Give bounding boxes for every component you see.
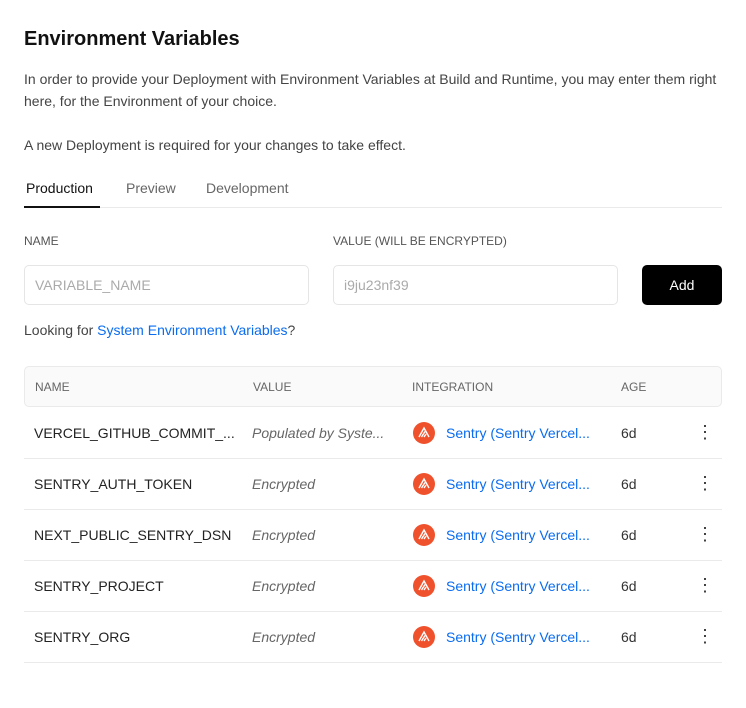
name-label: NAME [24,234,59,248]
sentry-icon [413,626,435,648]
active-tab-indicator [24,206,100,208]
more-options-icon[interactable]: ⋮ [696,473,714,493]
more-options-icon[interactable]: ⋮ [696,626,714,646]
table-row: SENTRY_AUTH_TOKEN Encrypted Sentry (Sent… [24,459,722,510]
var-age: 6d [621,527,637,543]
notice: A new Deployment is required for your ch… [24,137,406,153]
system-env-vars-link[interactable]: System Environment Variables [97,322,288,338]
integration-link[interactable]: Sentry (Sentry Vercel... [446,629,590,645]
value-input[interactable] [333,265,618,305]
tab-preview[interactable]: Preview [126,180,176,196]
var-name: NEXT_PUBLIC_SENTRY_DSN [34,527,232,543]
more-options-icon[interactable]: ⋮ [696,524,714,544]
var-name: SENTRY_AUTH_TOKEN [34,476,193,492]
more-options-icon[interactable]: ⋮ [696,422,714,442]
name-input[interactable] [24,265,309,305]
header-value: VALUE [253,380,292,394]
page-title: Environment Variables [24,28,240,50]
table-header: NAME VALUE INTEGRATION AGE [24,366,722,407]
var-value: Encrypted [252,629,316,645]
var-name: VERCEL_GITHUB_COMMIT_... [34,425,235,441]
var-name: SENTRY_PROJECT [34,578,164,594]
var-age: 6d [621,476,637,492]
var-value: Populated by Syste... [252,425,385,441]
integration-link[interactable]: Sentry (Sentry Vercel... [446,527,590,543]
add-button[interactable]: Add [642,265,722,305]
value-label: VALUE (WILL BE ENCRYPTED) [333,234,507,248]
sentry-icon [413,575,435,597]
var-name: SENTRY_ORG [34,629,131,645]
var-age: 6d [621,578,637,594]
header-integration: INTEGRATION [412,380,494,394]
var-value: Encrypted [252,527,316,543]
description: In order to provide your Deployment with… [24,71,717,109]
sentry-icon [413,473,435,495]
table-row: SENTRY_ORG Encrypted Sentry (Sentry Verc… [24,612,722,663]
var-value: Encrypted [252,476,316,492]
table-row: VERCEL_GITHUB_COMMIT_... Populated by Sy… [24,408,722,459]
system-hint: Looking for System Environment Variables… [24,319,724,341]
table-row: SENTRY_PROJECT Encrypted Sentry (Sentry … [24,561,722,612]
integration-link[interactable]: Sentry (Sentry Vercel... [446,578,590,594]
sentry-icon [413,524,435,546]
tab-development[interactable]: Development [206,180,289,196]
integration-link[interactable]: Sentry (Sentry Vercel... [446,476,590,492]
table-row: NEXT_PUBLIC_SENTRY_DSN Encrypted Sentry … [24,510,722,561]
hint-suffix: ? [287,322,296,338]
var-age: 6d [621,629,637,645]
hint-prefix: Looking for [24,322,98,338]
sentry-icon [413,422,435,444]
tab-production[interactable]: Production [26,180,93,196]
integration-link[interactable]: Sentry (Sentry Vercel... [446,425,590,441]
environment-tabs: Production Preview Development [24,172,722,208]
var-age: 6d [621,425,637,441]
header-name: NAME [35,380,70,394]
var-value: Encrypted [252,578,316,594]
more-options-icon[interactable]: ⋮ [696,575,714,595]
header-age: AGE [621,380,647,394]
